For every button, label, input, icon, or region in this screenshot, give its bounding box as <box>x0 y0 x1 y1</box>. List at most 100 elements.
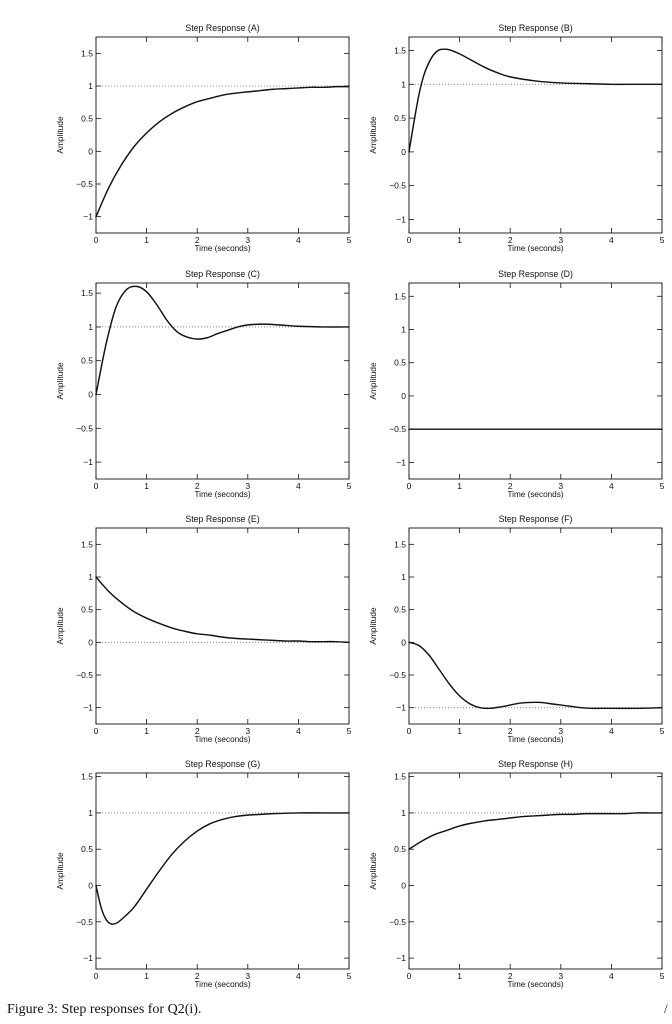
chart-title: Step Response (H) <box>498 759 573 769</box>
x-axis-label: Time (seconds) <box>194 490 250 499</box>
x-tick-label: 1 <box>457 726 462 736</box>
plot-frame <box>95 527 350 725</box>
x-axis-label: Time (seconds) <box>507 735 563 744</box>
y-tick-label: −1 <box>396 703 406 713</box>
x-tick-label: 1 <box>457 481 462 491</box>
y-tick-label: −1 <box>83 703 93 713</box>
x-tick-label: 3 <box>245 235 250 245</box>
y-tick-label: 1.5 <box>81 772 93 782</box>
x-tick-label: 0 <box>407 971 412 981</box>
y-axis-label: Amplitude <box>55 362 65 400</box>
step-response-panel: Step Response (B) −1 −0.5 0 0.5 1 1.5 0 1 2 3 4 5 Tim… <box>368 23 665 253</box>
x-tick-label: 3 <box>558 481 563 491</box>
x-tick-label: 2 <box>508 481 513 491</box>
x-tick-label: 5 <box>347 971 352 981</box>
x-tick-label: 3 <box>245 481 250 491</box>
y-tick-label: 1.5 <box>394 46 406 56</box>
chart-title: Step Response (D) <box>498 269 573 279</box>
x-tick-label: 5 <box>347 235 352 245</box>
chart-title: Step Response (A) <box>185 23 259 33</box>
x-axis-label: Time (seconds) <box>194 244 250 253</box>
step-response-curve <box>95 576 350 644</box>
y-tick-label: 1 <box>401 325 406 335</box>
x-tick-label: 3 <box>558 235 563 245</box>
y-axis-label: Amplitude <box>368 362 378 400</box>
x-axis-label: Time (seconds) <box>194 980 250 989</box>
x-tick-label: 2 <box>195 971 200 981</box>
chart-title: Step Response (E) <box>185 514 259 524</box>
y-tick-label: −1 <box>396 457 406 467</box>
y-axis-label: Amplitude <box>368 852 378 890</box>
y-tick-label: −1 <box>396 953 406 963</box>
y-tick-label: −1 <box>83 457 93 467</box>
chart-title: Step Response (C) <box>185 269 260 279</box>
step-response-panel: Step Response (H) −1 −0.5 0 0.5 1 1.5 0 1 2 3 4 5 Tim… <box>368 759 665 989</box>
step-response-curve <box>95 85 350 218</box>
y-tick-label: −1 <box>396 214 406 224</box>
x-tick-label: 0 <box>94 726 99 736</box>
x-tick-label: 1 <box>144 971 149 981</box>
x-tick-label: 0 <box>94 481 99 491</box>
y-tick-label: −0.5 <box>389 670 406 680</box>
chart-title: Step Response (F) <box>499 514 573 524</box>
x-tick-label: 4 <box>296 235 301 245</box>
y-tick-label: 0.5 <box>81 844 93 854</box>
y-tick-label: 1 <box>88 81 93 91</box>
x-tick-label: 3 <box>245 971 250 981</box>
y-tick-label: 1 <box>401 79 406 89</box>
y-axis-label: Amplitude <box>368 607 378 645</box>
y-axis-label: Amplitude <box>55 852 65 890</box>
y-tick-label: 1.5 <box>81 539 93 549</box>
step-response-panel: Step Response (F) −1 −0.5 0 0.5 1 1.5 0 1 2 3 4 5 Tim… <box>368 514 665 744</box>
y-tick-label: 0 <box>401 637 406 647</box>
x-tick-label: 4 <box>609 971 614 981</box>
x-tick-label: 5 <box>660 971 665 981</box>
y-tick-label: 1 <box>88 572 93 582</box>
step-response-curve <box>408 641 663 710</box>
y-tick-label: 1.5 <box>81 288 93 298</box>
step-response-curve <box>95 812 350 925</box>
y-tick-label: −1 <box>83 212 93 222</box>
x-tick-label: 1 <box>457 971 462 981</box>
y-tick-label: −0.5 <box>76 179 93 189</box>
y-tick-label: 1 <box>88 322 93 332</box>
x-tick-label: 4 <box>609 726 614 736</box>
y-tick-label: 0.5 <box>81 356 93 366</box>
y-axis-label: Amplitude <box>368 116 378 154</box>
y-tick-label: 1.5 <box>394 539 406 549</box>
x-axis-label: Time (seconds) <box>507 490 563 499</box>
y-tick-label: 1 <box>401 808 406 818</box>
x-tick-label: 1 <box>144 726 149 736</box>
plot-frame <box>408 772 663 970</box>
step-response-panel: Step Response (C) −1 −0.5 0 0.5 1 1.5 0 1 2 3 4 5 Tim… <box>55 269 352 499</box>
y-tick-label: 0 <box>88 146 93 156</box>
x-tick-label: 0 <box>407 235 412 245</box>
x-tick-label: 3 <box>245 726 250 736</box>
plot-frame <box>408 527 663 725</box>
step-response-panel: Step Response (A) −1 −0.5 0 0.5 1 1.5 0 1 2 3 4 5 Tim… <box>55 23 352 253</box>
y-tick-label: 1 <box>401 572 406 582</box>
x-tick-label: 4 <box>609 481 614 491</box>
y-tick-label: −0.5 <box>389 917 406 927</box>
plot-frame <box>95 36 350 234</box>
x-tick-label: 2 <box>195 481 200 491</box>
x-tick-label: 4 <box>296 726 301 736</box>
y-tick-label: −0.5 <box>76 423 93 433</box>
x-tick-label: 2 <box>195 235 200 245</box>
step-response-curve <box>408 48 663 153</box>
y-tick-label: 0 <box>88 637 93 647</box>
x-tick-label: 4 <box>296 971 301 981</box>
x-tick-label: 5 <box>660 481 665 491</box>
x-tick-label: 0 <box>94 235 99 245</box>
y-tick-label: −1 <box>83 953 93 963</box>
figure-caption: Figure 3: Step responses for Q2(i). <box>7 1002 202 1017</box>
y-tick-label: 0 <box>88 881 93 891</box>
x-tick-label: 1 <box>457 235 462 245</box>
chart-title: Step Response (B) <box>498 23 572 33</box>
y-tick-label: −0.5 <box>76 917 93 927</box>
chart-title: Step Response (G) <box>185 759 260 769</box>
x-tick-label: 1 <box>144 235 149 245</box>
x-axis-label: Time (seconds) <box>507 980 563 989</box>
x-tick-label: 5 <box>347 481 352 491</box>
